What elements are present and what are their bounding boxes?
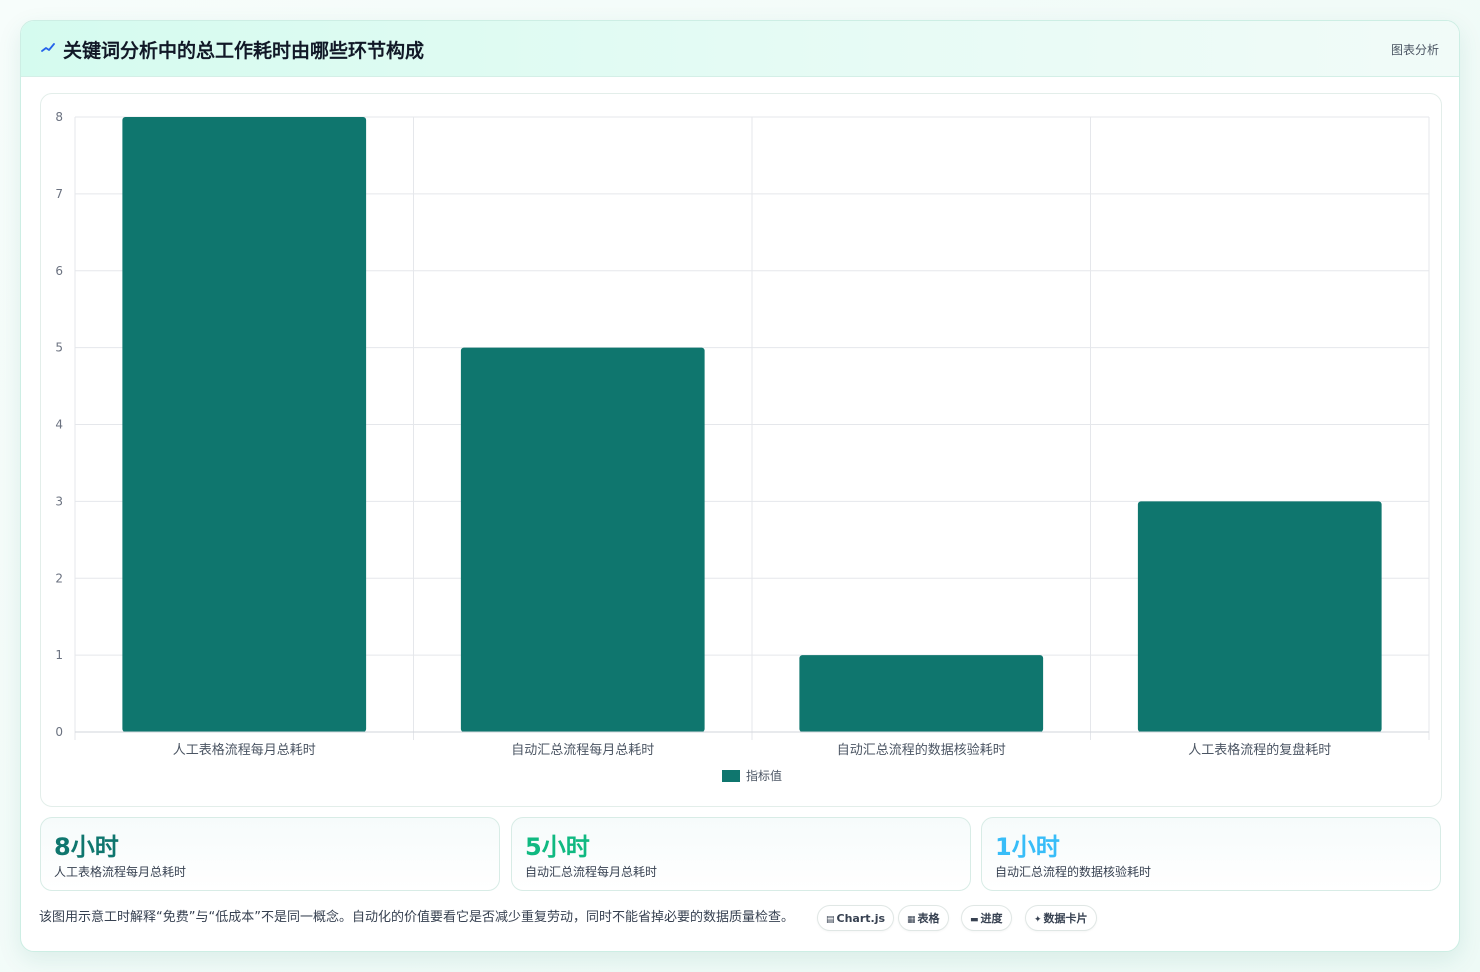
y-tick-label: 2 (55, 571, 63, 585)
stat-value: 5小时 (525, 833, 590, 861)
bar-chart: 0 1 2 3 4 5 6 7 8 人工表格流程每月总耗时 自动汇总流程每月总耗时 自动汇总流程的数据… (55, 110, 1430, 783)
bar (799, 655, 1044, 732)
chip-label: 进度 (980, 912, 1003, 925)
sparkle-icon: ✦ (1034, 915, 1042, 925)
stat-card-manual-monthly: 8小时 人工表格流程每月总耗时 (40, 817, 500, 891)
chip-label: Chart.js (836, 912, 886, 925)
x-tick-label: 人工表格流程的复盘耗时 (1188, 742, 1331, 758)
chip-chartjs[interactable]: ▤ Chart.js (817, 905, 895, 931)
sparkline-icon (41, 43, 55, 52)
chip-data-card[interactable]: ✦ 数据卡片 (1025, 905, 1097, 931)
stat-card-auto-verification: 1小时 自动汇总流程的数据核验耗时 (981, 817, 1441, 891)
y-tick-label: 3 (55, 494, 63, 508)
legend-label: 指标值 (746, 768, 782, 783)
bar (1137, 501, 1382, 732)
chip-label: 数据卡片 (1043, 912, 1088, 925)
stat-label: 自动汇总流程的数据核验耗时 (995, 865, 1152, 879)
stat-value: 8小时 (54, 833, 119, 861)
chart-panel: 0 1 2 3 4 5 6 7 8 人工表格流程每月总耗时 自动汇总流程每月总耗时 自动汇总流程的数据… (40, 93, 1442, 807)
y-tick-label: 7 (55, 187, 63, 201)
chip-progress[interactable]: ▬ 进度 (961, 905, 1012, 931)
x-tick-label: 人工表格流程每月总耗时 (173, 742, 316, 758)
x-tick-label: 自动汇总流程每月总耗时 (511, 742, 654, 758)
legend-swatch (722, 770, 740, 782)
table-icon: ▦ (907, 915, 916, 925)
bar (122, 117, 367, 732)
bar (460, 347, 705, 732)
chart-card: 关键词分析中的总工作耗时由哪些环节构成 图表分析 0 1 2 3 4 5 6 7 8 人工表格流程… (20, 20, 1460, 952)
x-tick-label: 自动汇总流程的数据核验耗时 (837, 742, 1006, 758)
chart-icon: ▤ (826, 915, 835, 925)
chart-footnote: 该图用示意工时解释“免费”与“低成本”不是同一概念。自动化的价值要看它是否减少重… (39, 910, 794, 925)
y-tick-label: 6 (55, 264, 63, 278)
y-tick-label: 4 (55, 418, 63, 432)
y-tick-label: 5 (55, 341, 63, 355)
y-tick-label: 1 (55, 648, 63, 662)
chart-type-tag: 图表分析 (1390, 43, 1439, 57)
page-title: 关键词分析中的总工作耗时由哪些环节构成 (63, 40, 425, 62)
stat-label: 人工表格流程每月总耗时 (54, 865, 187, 879)
stat-card-auto-monthly: 5小时 自动汇总流程每月总耗时 (511, 817, 971, 891)
y-tick-label: 8 (55, 110, 63, 124)
stat-label: 自动汇总流程每月总耗时 (525, 865, 658, 879)
chip-table[interactable]: ▦ 表格 (898, 905, 949, 931)
progress-icon: ▬ (970, 915, 979, 925)
chip-label: 表格 (917, 912, 940, 925)
stat-value: 1小时 (995, 833, 1060, 861)
y-tick-label: 0 (55, 725, 63, 739)
card-header: 关键词分析中的总工作耗时由哪些环节构成 图表分析 (21, 21, 1459, 77)
